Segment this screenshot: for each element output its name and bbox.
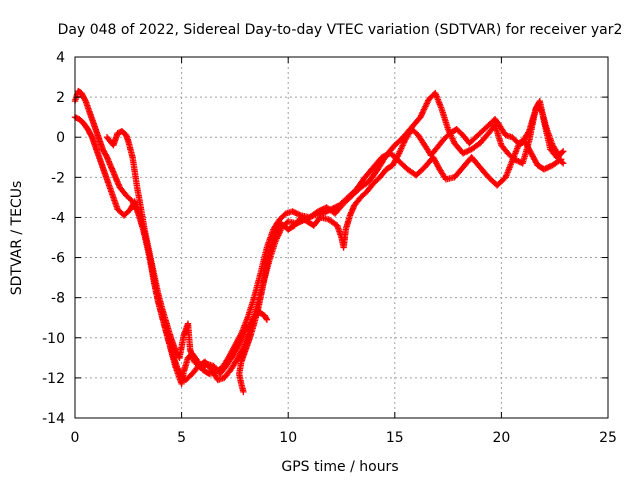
y-tick-label: 2 xyxy=(56,90,65,106)
y-tick-label: 0 xyxy=(56,130,65,146)
x-axis-tick-labels: 0 5 10 15 20 25 xyxy=(71,430,617,446)
y-tick-label: -12 xyxy=(42,371,65,387)
y-tick-label: -14 xyxy=(42,411,65,427)
x-tick-label: 25 xyxy=(599,430,617,446)
series-track-d xyxy=(236,101,567,396)
x-axis-label: GPS time / hours xyxy=(281,459,398,475)
x-tick-label: 0 xyxy=(71,430,80,446)
y-tick-label: -6 xyxy=(51,251,65,267)
data-series xyxy=(71,87,567,396)
x-tick-label: 20 xyxy=(492,430,510,446)
y-tick-label: 4 xyxy=(56,50,65,66)
y-tick-label: -2 xyxy=(51,170,65,186)
y-tick-label: -4 xyxy=(51,210,65,226)
chart-title: Day 048 of 2022, Sidereal Day-to-day VTE… xyxy=(58,22,623,38)
grid xyxy=(75,57,608,418)
x-tick-label: 10 xyxy=(279,430,297,446)
y-tick-label: -8 xyxy=(51,291,65,307)
axis-ticks xyxy=(74,56,609,419)
y-axis-tick-labels: -14 -12 -10 -8 -6 -4 -2 0 2 4 xyxy=(42,50,65,427)
x-tick-label: 5 xyxy=(177,430,186,446)
series-track-c xyxy=(103,128,271,378)
x-tick-label: 15 xyxy=(386,430,404,446)
y-axis-label: SDTVAR / TECUs xyxy=(9,181,25,296)
y-tick-label: -10 xyxy=(42,331,65,347)
plot-frame xyxy=(74,56,609,419)
